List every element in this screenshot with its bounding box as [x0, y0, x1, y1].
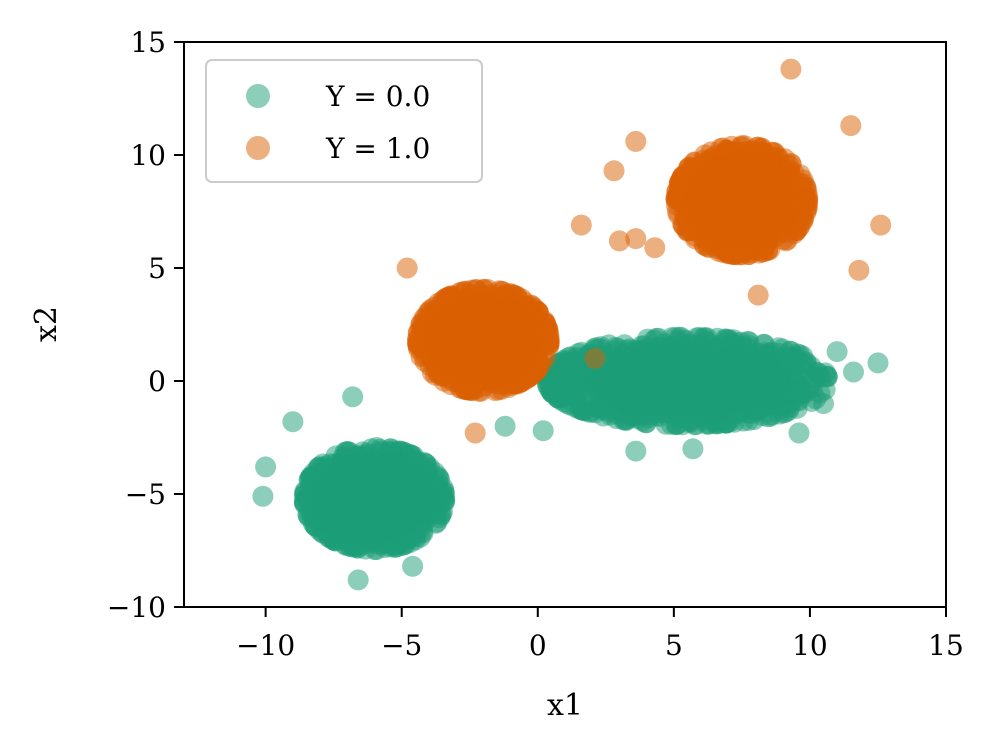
- scatter-point-series-0: [434, 485, 456, 506]
- scatter-point-series-0: [294, 484, 315, 506]
- scatter-point-series-0: [784, 383, 806, 405]
- scatter-point-series-0: [574, 366, 596, 388]
- scatter-point-series-0: [570, 399, 592, 420]
- scatter-point-series-0: [362, 493, 384, 515]
- scatter-point-series-0: [325, 445, 347, 467]
- scatter-point-series-0: [706, 374, 728, 396]
- scatter-point-series-0: [539, 378, 561, 400]
- scatter-point-series-0: [302, 513, 324, 535]
- scatter-point-series-0: [646, 365, 668, 387]
- scatter-point-series-0: [757, 361, 779, 383]
- scatter-point-series-0: [380, 496, 402, 518]
- scatter-point-series-0: [724, 359, 746, 381]
- scatter-point-series-0: [394, 521, 416, 543]
- scatter-point-series-0: [654, 387, 676, 409]
- scatter-point-series-0: [381, 459, 403, 481]
- scatter-point-series-0: [604, 345, 626, 367]
- data-points: [252, 58, 892, 591]
- scatter-point-series-0: [343, 480, 365, 502]
- scatter-point-series-0: [752, 392, 774, 414]
- scatter-point-series-0: [426, 511, 448, 533]
- scatter-point-series-0: [410, 483, 432, 505]
- scatter-point-series-0: [341, 515, 363, 537]
- scatter-point-series-0: [368, 517, 390, 539]
